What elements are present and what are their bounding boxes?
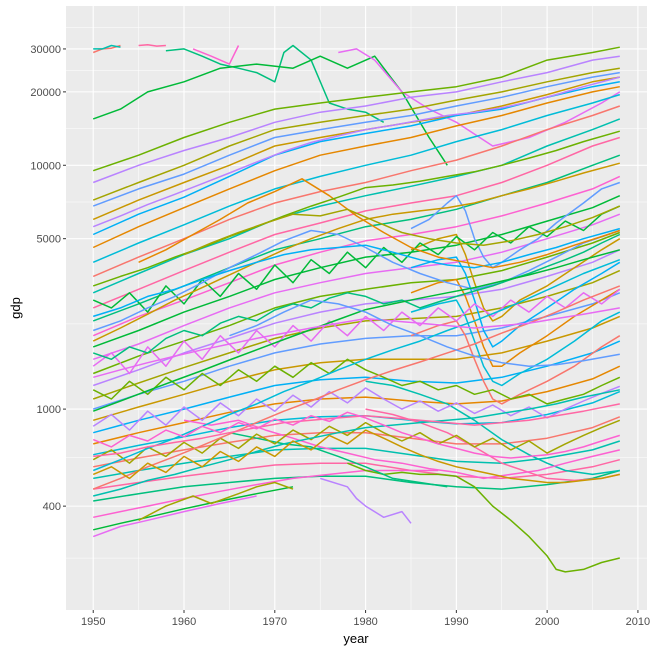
series-line [93, 458, 620, 490]
x-axis-ticks: 1950 1960 1970 1980 1990 2000 2010 [81, 610, 650, 628]
series-line [338, 48, 621, 147]
series-line [92, 358, 621, 405]
series-line [93, 469, 439, 519]
x-tick-label: 2000 [535, 616, 559, 628]
series-line [92, 205, 621, 313]
x-axis-title: year [343, 631, 369, 646]
series-line [347, 462, 620, 573]
y-tick-label: 400 [43, 501, 61, 513]
series-line [92, 285, 621, 490]
y-tick-label: 10000 [30, 160, 61, 172]
series-line [410, 256, 621, 348]
series-line [93, 486, 294, 531]
series-line [92, 136, 621, 309]
y-tick-label: 20000 [30, 87, 61, 99]
series-line [92, 249, 621, 387]
series-line [92, 213, 621, 361]
series-line [93, 340, 621, 434]
series-line [138, 44, 166, 47]
series-line [93, 44, 121, 50]
series-line [92, 227, 621, 318]
series-line [229, 299, 620, 367]
series-line [92, 249, 620, 412]
series-line [92, 55, 620, 184]
y-tick-label: 5000 [37, 234, 61, 246]
series-line [365, 380, 620, 476]
series-line [92, 495, 257, 538]
series-line [92, 67, 620, 201]
x-tick-label: 1950 [81, 616, 105, 628]
series-line [229, 431, 448, 488]
series-line [92, 233, 621, 361]
series-line [92, 130, 621, 287]
series-line [92, 105, 621, 278]
series-line [92, 258, 621, 472]
series-line [410, 299, 621, 387]
series-line [138, 481, 294, 521]
series-line [192, 45, 240, 65]
series-line [92, 46, 620, 172]
series-line [92, 195, 621, 348]
x-tick-label: 1960 [172, 616, 196, 628]
y-axis-ticks: 400 1000 5000 10000 20000 30000 [30, 44, 66, 513]
y-tick-label: 30000 [30, 44, 61, 56]
series-line [93, 440, 621, 480]
series-line [93, 389, 620, 497]
y-tick-label: 1000 [37, 404, 61, 416]
series-lines [92, 44, 621, 573]
series-line [92, 85, 620, 249]
x-tick-label: 1980 [353, 616, 377, 628]
series-line [410, 233, 621, 322]
x-tick-label: 2010 [626, 616, 650, 628]
series-line [183, 205, 621, 256]
series-line [92, 175, 621, 337]
series-line [93, 469, 621, 502]
series-line [93, 307, 620, 379]
series-line [92, 429, 620, 484]
x-tick-label: 1990 [444, 616, 468, 628]
series-line [92, 93, 621, 263]
x-tick-label: 1970 [263, 616, 287, 628]
series-line [92, 288, 621, 375]
series-line [92, 71, 620, 207]
series-line [138, 178, 621, 269]
series-line [92, 76, 620, 228]
y-axis-title: gdp [8, 297, 23, 319]
series-line [92, 229, 621, 332]
series-line [93, 365, 621, 445]
series-line [319, 477, 412, 524]
series-line [92, 162, 620, 342]
series-line [93, 403, 620, 458]
series-line [93, 416, 621, 468]
series-line [92, 411, 621, 459]
